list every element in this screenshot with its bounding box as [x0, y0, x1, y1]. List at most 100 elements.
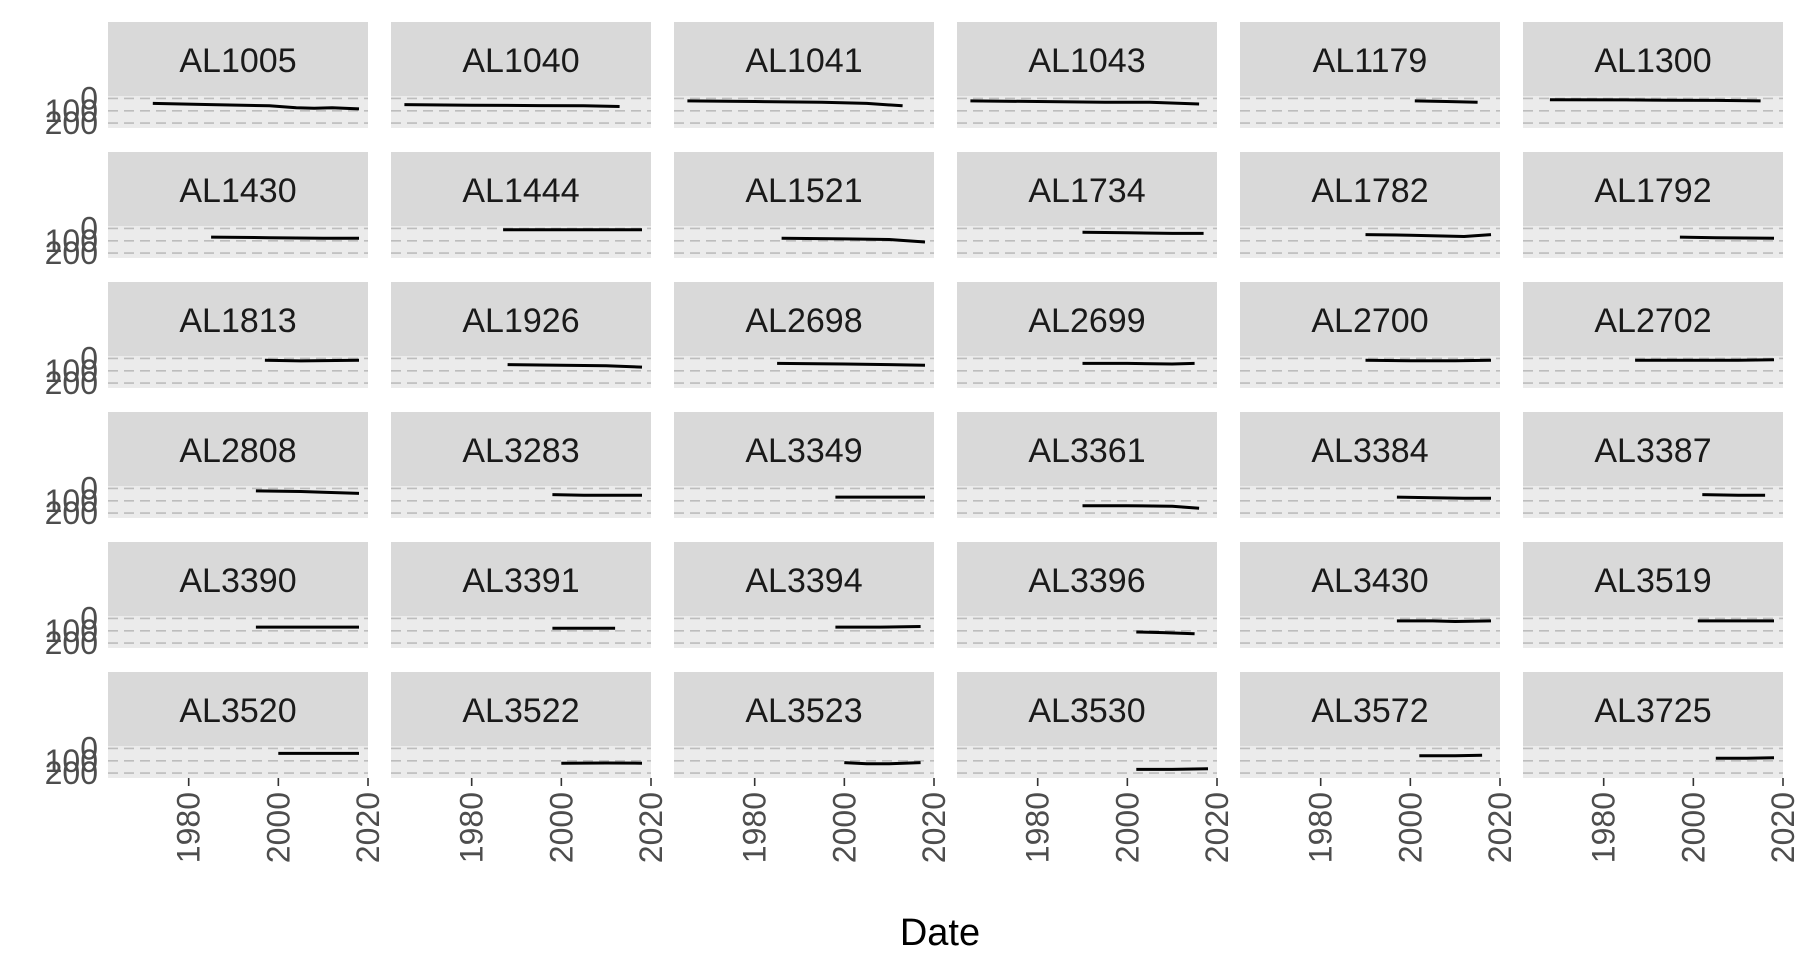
facet-title: AL1734	[1028, 172, 1145, 210]
facet-title: AL1782	[1311, 172, 1428, 210]
x-tick-label: 1980	[1303, 792, 1339, 863]
facet-title: AL2698	[745, 302, 862, 340]
facet-AL1444: AL1444	[391, 152, 651, 258]
facet-AL3519: AL3519	[1523, 542, 1783, 648]
y-tick-label: 0	[80, 210, 98, 246]
facet-strip	[391, 542, 651, 616]
facet-strip	[674, 672, 934, 746]
series-line	[264, 358, 360, 363]
series-line	[1136, 767, 1209, 771]
x-tick-label: 2020	[916, 792, 952, 863]
facet-AL3522: AL3522 1980 2000 2020	[391, 672, 669, 863]
facet-AL3396: AL3396	[957, 542, 1217, 648]
facet-AL1300: AL1300	[1523, 22, 1783, 128]
facet-title: AL3725	[1594, 692, 1711, 730]
series-line	[1419, 753, 1483, 758]
facet-strip	[957, 672, 1217, 746]
facet-strip	[108, 22, 368, 96]
facet-strip	[108, 152, 368, 226]
x-tick-label: 2020	[1765, 792, 1800, 863]
facet-strip	[957, 22, 1217, 96]
facet-strip	[391, 22, 651, 96]
x-tick-label: 1980	[1586, 792, 1622, 863]
facet-title: AL3522	[462, 692, 579, 730]
series-line	[1365, 233, 1492, 238]
facet-AL1782: AL1782	[1240, 152, 1500, 258]
facet-title: AL1179	[1313, 42, 1428, 80]
facet-AL1040: AL1040	[391, 22, 651, 128]
facet-strip	[1523, 152, 1783, 226]
facet-strip	[1240, 412, 1500, 486]
facet-strip	[957, 282, 1217, 356]
facet-AL3394: AL3394	[674, 542, 934, 648]
facet-strip	[957, 152, 1217, 226]
x-tick-label: 2000	[1675, 792, 1711, 863]
series-line	[1715, 756, 1775, 760]
facet-title: AL1430	[179, 172, 296, 210]
series-line	[1702, 493, 1766, 497]
series-line	[404, 103, 620, 108]
series-line	[211, 235, 359, 240]
y-tick-label: 100	[45, 93, 98, 129]
facet-title: AL3391	[462, 562, 579, 600]
facet-strip	[1240, 282, 1500, 356]
x-tick-label: 2020	[1482, 792, 1518, 863]
y-tick-label: 200	[45, 495, 98, 531]
facet-strip	[1523, 542, 1783, 616]
facet-title: AL3361	[1028, 432, 1145, 470]
facet-strip	[957, 542, 1217, 616]
facet-title: AL1005	[179, 42, 296, 80]
facet-strip	[674, 412, 934, 486]
facet-strip	[674, 22, 934, 96]
facet-AL1734: AL1734	[957, 152, 1217, 258]
facet-AL3361: AL3361	[957, 412, 1217, 518]
facet-AL2702: AL2702	[1523, 282, 1783, 388]
facet-AL3283: AL3283	[391, 412, 651, 518]
facet-strip	[391, 152, 651, 226]
facet-strip	[1240, 542, 1500, 616]
series-line	[781, 236, 926, 244]
facet-AL2700: AL2700	[1240, 282, 1500, 388]
series-line	[1396, 619, 1492, 623]
facet-strip	[1523, 282, 1783, 356]
series-line	[1679, 235, 1775, 240]
facet-title: AL1043	[1028, 42, 1145, 80]
facet-title: AL3530	[1028, 692, 1145, 730]
facet-strip	[1523, 22, 1783, 96]
facet-AL3530: AL3530 1980 2000 2020	[957, 672, 1235, 863]
facet-strip	[674, 542, 934, 616]
series-line	[255, 489, 360, 495]
y-tick-label: 100	[45, 613, 98, 649]
x-tick-label: 1980	[171, 792, 207, 863]
facet-strip	[391, 412, 651, 486]
x-axis-label: Date	[900, 912, 980, 954]
y-tick-label: 100	[45, 743, 98, 779]
facet-strip	[674, 282, 934, 356]
series-line	[1136, 630, 1195, 636]
series-line	[552, 493, 642, 497]
facet-strip	[1240, 152, 1500, 226]
facet-strip	[1240, 672, 1500, 746]
facet-title: AL3523	[745, 692, 862, 730]
series-line	[1082, 361, 1195, 366]
facet-AL3391: AL3391	[391, 542, 651, 648]
series-line	[970, 99, 1200, 106]
facet-title: AL1300	[1594, 42, 1711, 80]
y-tick-label: 200	[45, 365, 98, 401]
series-line	[507, 363, 643, 369]
x-tick-label: 1980	[454, 792, 490, 863]
facet-title: AL3283	[462, 432, 579, 470]
y-tick-label: 0	[80, 730, 98, 766]
facet-title: AL1813	[179, 302, 296, 340]
facet-title: AL1792	[1594, 172, 1711, 210]
facet-title: AL2808	[179, 432, 296, 470]
facet-strip	[1523, 412, 1783, 486]
facet-title: AL3387	[1594, 432, 1711, 470]
facet-strip	[108, 412, 368, 486]
facet-AL3384: AL3384	[1240, 412, 1500, 518]
facet-strip	[391, 672, 651, 746]
x-tick-label: 1980	[737, 792, 773, 863]
